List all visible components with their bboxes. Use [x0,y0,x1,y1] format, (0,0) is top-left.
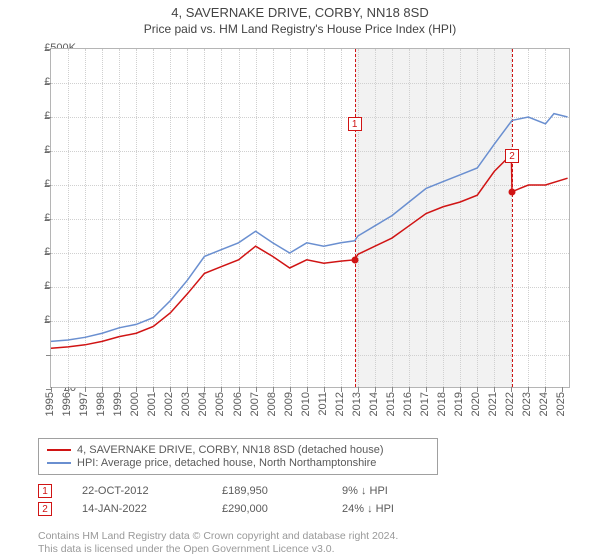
footer-line-1: Contains HM Land Registry data © Crown c… [38,530,398,543]
x-tick [409,387,410,392]
x-axis-label: 2011 [317,392,329,416]
x-tick [290,387,291,392]
legend-item: HPI: Average price, detached house, Nort… [47,457,429,469]
sale-marker: 1 [38,484,52,498]
legend-item: 4, SAVERNAKE DRIVE, CORBY, NN18 8SD (det… [47,444,429,456]
sale-marker: 2 [38,502,52,516]
x-tick [221,387,222,392]
x-axis-label: 2008 [266,392,278,416]
x-tick [392,387,393,392]
footer-line-2: This data is licensed under the Open Gov… [38,543,398,556]
x-tick [528,387,529,392]
x-tick [170,387,171,392]
x-tick [136,387,137,392]
x-tick [153,387,154,392]
marker-label: 1 [348,117,362,131]
x-axis-label: 1998 [95,392,107,416]
x-tick [51,387,52,392]
x-axis-label: 2014 [368,392,380,416]
x-tick [68,387,69,392]
series-svg [51,49,569,387]
x-tick [307,387,308,392]
marker-point [351,256,358,263]
sale-date: 22-OCT-2012 [82,485,222,497]
x-tick [375,387,376,392]
x-tick [545,387,546,392]
x-axis-label: 2017 [419,392,431,416]
plot-area: 12 [50,48,570,388]
x-axis-label: 2019 [453,392,465,416]
series-line [51,114,568,342]
x-axis-label: 2025 [555,392,567,416]
sale-price: £189,950 [222,485,342,497]
x-tick [239,387,240,392]
title-block: 4, SAVERNAKE DRIVE, CORBY, NN18 8SD Pric… [0,0,600,36]
x-tick [426,387,427,392]
x-tick [494,387,495,392]
marker-point [509,188,516,195]
x-axis-label: 2009 [283,392,295,416]
x-axis-label: 2015 [385,392,397,416]
x-tick [511,387,512,392]
sale-date: 14-JAN-2022 [82,503,222,515]
sale-row: 1 22-OCT-2012£189,9509% ↓ HPI [38,484,462,498]
series-line [51,154,568,348]
x-axis-label: 2024 [538,392,550,416]
sale-price: £290,000 [222,503,342,515]
chart-container: 4, SAVERNAKE DRIVE, CORBY, NN18 8SD Pric… [0,0,600,560]
x-axis-label: 2022 [504,392,516,416]
x-tick [187,387,188,392]
x-tick [443,387,444,392]
x-tick [273,387,274,392]
legend-label: 4, SAVERNAKE DRIVE, CORBY, NN18 8SD (det… [77,444,384,456]
x-axis-label: 1995 [44,392,56,416]
x-axis-label: 2007 [249,392,261,416]
x-axis-label: 1999 [112,392,124,416]
x-axis-label: 2010 [300,392,312,416]
x-axis-label: 2006 [232,392,244,416]
sale-pct: 9% ↓ HPI [342,485,462,497]
x-axis-label: 2004 [197,392,209,416]
x-axis-label: 1996 [61,392,73,416]
x-tick [477,387,478,392]
legend-swatch [47,462,71,464]
marker-label: 2 [505,149,519,163]
x-tick [204,387,205,392]
x-tick [256,387,257,392]
x-axis-label: 1997 [78,392,90,416]
x-tick [85,387,86,392]
x-tick [102,387,103,392]
x-axis-label: 2018 [436,392,448,416]
x-axis-label: 2012 [334,392,346,416]
x-axis-label: 2003 [180,392,192,416]
x-axis-label: 2021 [487,392,499,416]
x-axis-label: 2005 [214,392,226,416]
sale-row: 2 14-JAN-2022£290,00024% ↓ HPI [38,502,462,516]
x-tick [324,387,325,392]
x-axis-label: 2002 [163,392,175,416]
x-tick [341,387,342,392]
chart-subtitle: Price paid vs. HM Land Registry's House … [0,22,600,36]
sales-table: 1 22-OCT-2012£189,9509% ↓ HPI 2 14-JAN-2022… [38,480,462,520]
chart-title: 4, SAVERNAKE DRIVE, CORBY, NN18 8SD [0,5,600,20]
x-tick [460,387,461,392]
x-tick [119,387,120,392]
x-tick [358,387,359,392]
legend-swatch [47,449,71,451]
legend: 4, SAVERNAKE DRIVE, CORBY, NN18 8SD (det… [38,438,438,475]
x-axis-label: 2001 [146,392,158,416]
x-axis-label: 2023 [521,392,533,416]
footer-note: Contains HM Land Registry data © Crown c… [38,530,398,556]
legend-label: HPI: Average price, detached house, Nort… [77,457,376,469]
x-axis-label: 2013 [351,392,363,416]
x-axis-label: 2000 [129,392,141,416]
x-axis-label: 2016 [402,392,414,416]
sale-pct: 24% ↓ HPI [342,503,462,515]
x-axis-label: 2020 [470,392,482,416]
x-tick [562,387,563,392]
